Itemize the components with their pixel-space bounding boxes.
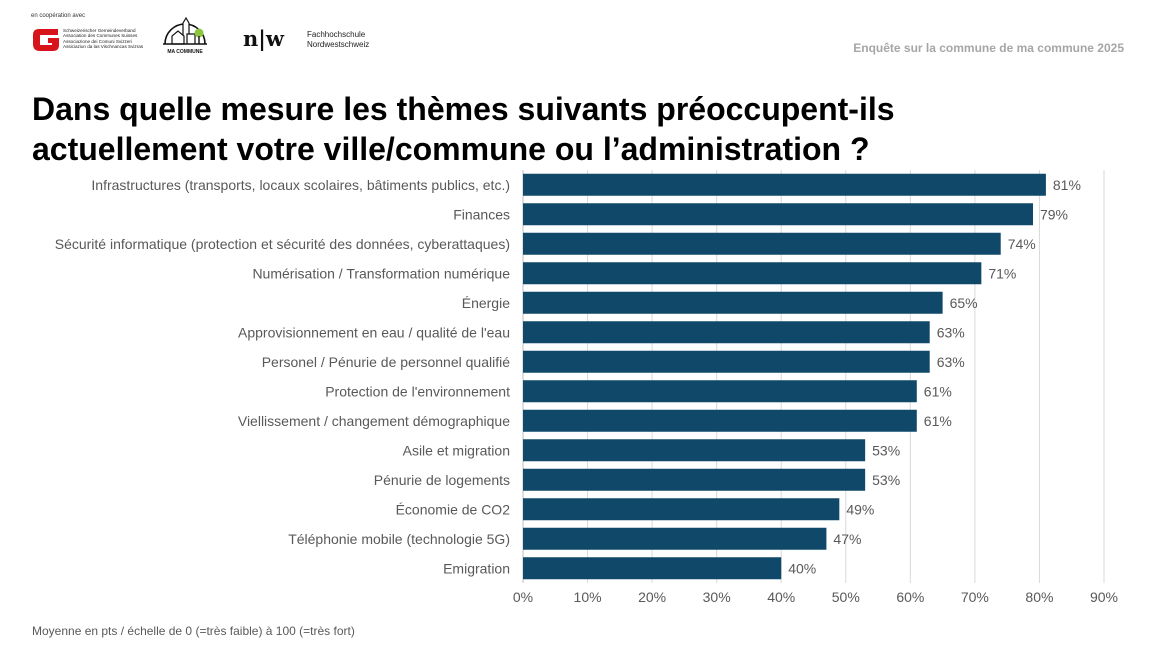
category-label: Approvisionnement en eau / qualité de l'… bbox=[238, 324, 510, 340]
x-tick-label: 40% bbox=[767, 589, 795, 605]
fhnw-name: Fachhochschule Nordwestschweiz bbox=[307, 30, 370, 49]
bar bbox=[523, 527, 827, 550]
bar bbox=[523, 262, 982, 285]
value-label: 71% bbox=[988, 265, 1016, 281]
title-line-2: actuellement votre ville/commune ou l’ad… bbox=[32, 131, 870, 167]
bar bbox=[523, 232, 1001, 255]
value-label: 65% bbox=[950, 295, 978, 311]
bar bbox=[523, 468, 866, 491]
bar bbox=[523, 350, 930, 373]
sgv-names: Schweizerischer Gemeindeverband Associat… bbox=[63, 28, 144, 50]
value-label: 81% bbox=[1053, 177, 1081, 193]
ma-commune-label: MA COMMUNE bbox=[167, 49, 203, 55]
footnote: Moyenne en pts / échelle de 0 (=très fai… bbox=[32, 624, 355, 638]
bar bbox=[523, 439, 866, 462]
x-tick-label: 90% bbox=[1090, 589, 1118, 605]
value-label: 61% bbox=[924, 383, 952, 399]
bar bbox=[523, 291, 943, 314]
value-label: 63% bbox=[937, 354, 965, 370]
x-tick-label: 80% bbox=[1025, 589, 1053, 605]
page-title: Dans quelle mesure les thèmes suivants p… bbox=[32, 89, 1112, 169]
category-label: Protection de l'environnement bbox=[325, 383, 510, 399]
value-label: 53% bbox=[872, 442, 900, 458]
category-label: Personel / Pénurie de personnel qualifié bbox=[262, 354, 510, 370]
category-label: Asile et migration bbox=[403, 442, 510, 458]
bar bbox=[523, 557, 782, 580]
bar bbox=[523, 203, 1033, 226]
ma-commune-logo: MA COMMUNE bbox=[159, 14, 211, 56]
value-label: 47% bbox=[833, 531, 861, 547]
title-line-1: Dans quelle mesure les thèmes suivants p… bbox=[32, 91, 895, 127]
category-label: Finances bbox=[453, 206, 510, 222]
x-tick-label: 0% bbox=[513, 589, 533, 605]
category-label: Numérisation / Transformation numérique bbox=[252, 265, 510, 281]
x-tick-label: 60% bbox=[896, 589, 924, 605]
x-tick-label: 70% bbox=[961, 589, 989, 605]
category-label: Sécurité informatique (protection et séc… bbox=[55, 236, 510, 252]
x-tick-label: 20% bbox=[638, 589, 666, 605]
sgv-emblem-icon bbox=[33, 29, 59, 51]
value-label: 74% bbox=[1008, 236, 1036, 252]
bar bbox=[523, 409, 917, 432]
category-label: Infrastructures (transports, locaux scol… bbox=[91, 177, 510, 193]
value-label: 53% bbox=[872, 472, 900, 488]
category-label: Énergie bbox=[462, 295, 510, 311]
x-tick-label: 50% bbox=[832, 589, 860, 605]
category-label: Téléphonie mobile (technologie 5G) bbox=[288, 531, 510, 547]
category-label: Viellissement / changement démographique bbox=[238, 413, 510, 429]
bar bbox=[523, 380, 917, 403]
bar bbox=[523, 173, 1046, 196]
category-label: Emigration bbox=[443, 560, 510, 576]
bar bbox=[523, 321, 930, 344]
sgv-logo: Schweizerischer Gemeindeverband Associat… bbox=[31, 24, 156, 56]
value-label: 40% bbox=[788, 560, 816, 576]
value-label: 63% bbox=[937, 324, 965, 340]
value-label: 61% bbox=[924, 413, 952, 429]
survey-title: Enquête sur la commune de ma commune 202… bbox=[853, 41, 1124, 55]
x-tick-label: 30% bbox=[703, 589, 731, 605]
category-label: Pénurie de logements bbox=[374, 472, 510, 488]
cooperation-note: en coopération avec bbox=[31, 13, 86, 19]
value-label: 49% bbox=[846, 501, 874, 517]
x-tick-label: 10% bbox=[574, 589, 602, 605]
village-icon bbox=[163, 16, 207, 45]
fhnw-mark: n|w bbox=[243, 26, 284, 51]
bar bbox=[523, 498, 840, 521]
value-label: 79% bbox=[1040, 206, 1068, 222]
category-label: Économie de CO2 bbox=[396, 501, 511, 517]
